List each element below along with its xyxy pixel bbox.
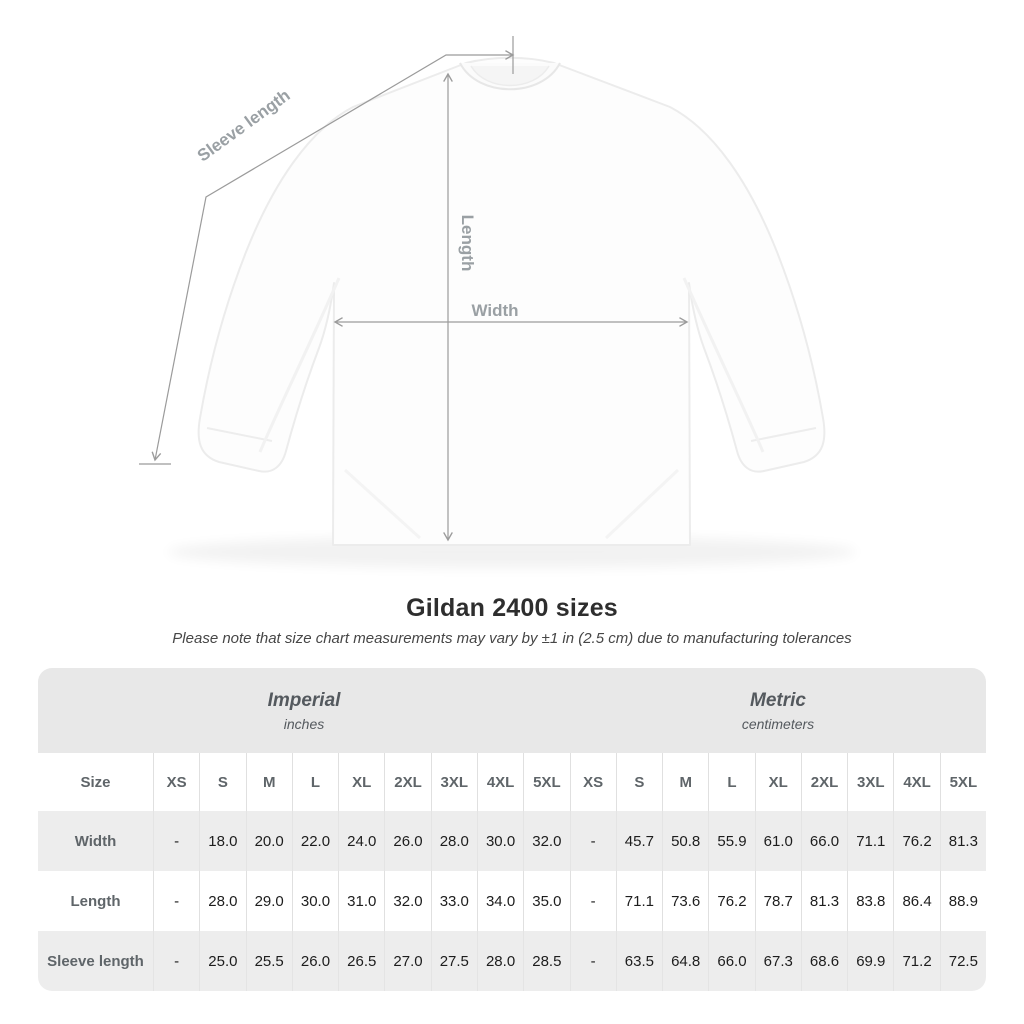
imperial-value-cell: 25.5 — [245, 931, 292, 991]
metric-value-cell: 81.3 — [939, 811, 986, 871]
metric-size-col-header: 4XL — [893, 753, 940, 811]
imperial-size-col-header: XS — [153, 753, 200, 811]
metric-size-col-header: L — [708, 753, 755, 811]
imperial-value-cell: 28.0 — [476, 931, 524, 991]
imperial-size-col-header: 5XL — [523, 753, 570, 811]
imperial-value-cell: 18.0 — [199, 811, 246, 871]
imperial-size-col-header: 3XL — [430, 753, 477, 811]
metric-size-col-header: XS — [569, 753, 616, 811]
metric-value-cell: 76.2 — [893, 811, 940, 871]
metric-size-col-header: 5XL — [939, 753, 986, 811]
imperial-value-cell: 26.0 — [291, 931, 339, 991]
size-table: Imperial inches Metric centimeters Size X… — [38, 668, 986, 991]
imperial-value-cell: 24.0 — [338, 811, 385, 871]
size-table-body: Size XS S M L XL 2XL 3XL 4XL 5XL XS S M L XL 2XL 3XL 4XL 5… — [38, 753, 986, 991]
metric-value-cell: 66.0 — [708, 931, 755, 991]
metric-value-cell: 76.2 — [708, 871, 755, 931]
metric-value-cell: 72.5 — [939, 931, 986, 991]
imperial-value-cell: 28.0 — [430, 811, 477, 871]
metric-value-cell: 73.6 — [662, 871, 709, 931]
shirt-diagram: Sleeve length Length Width — [139, 36, 857, 568]
metric-size-col-header: S — [615, 753, 663, 811]
imperial-value-cell: 20.0 — [245, 811, 292, 871]
metric-value-cell: 67.3 — [754, 931, 801, 991]
imperial-value-cell: - — [153, 931, 200, 991]
metric-value-cell: 88.9 — [939, 871, 986, 931]
imperial-value-cell: 32.0 — [384, 871, 431, 931]
row-label: Sleeve length — [38, 931, 153, 991]
metric-value-cell: 71.1 — [615, 871, 663, 931]
width-label: Width — [471, 301, 518, 320]
imperial-size-col-header: 2XL — [384, 753, 431, 811]
metric-value-cell: 69.9 — [847, 931, 894, 991]
metric-value-cell: 66.0 — [800, 811, 848, 871]
imperial-size-col-header: M — [245, 753, 292, 811]
size-header-cell: Size — [38, 753, 153, 811]
metric-value-cell: 81.3 — [800, 871, 848, 931]
metric-value-cell: 71.2 — [893, 931, 940, 991]
metric-value-cell: 45.7 — [615, 811, 663, 871]
metric-value-cell: 78.7 — [754, 871, 801, 931]
metric-value-cell: - — [569, 871, 616, 931]
metric-unit: centimeters — [741, 715, 815, 732]
imperial-size-col-header: S — [199, 753, 246, 811]
imperial-value-cell: 32.0 — [523, 811, 570, 871]
imperial-value-cell: 28.0 — [199, 871, 246, 931]
length-label: Length — [458, 215, 477, 272]
imperial-value-cell: 30.0 — [476, 811, 524, 871]
imperial-value-cell: 28.5 — [523, 931, 570, 991]
imperial-value-cell: 26.5 — [338, 931, 385, 991]
metric-value-cell: - — [569, 811, 616, 871]
imperial-value-cell: 26.0 — [384, 811, 431, 871]
tolerance-note: Please note that size chart measurements… — [172, 630, 852, 647]
metric-header: Metric centimeters — [570, 668, 986, 753]
imperial-value-cell: 35.0 — [523, 871, 570, 931]
imperial-value-cell: 22.0 — [291, 811, 339, 871]
imperial-value-cell: 27.5 — [430, 931, 477, 991]
metric-value-cell: 71.1 — [847, 811, 894, 871]
imperial-header: Imperial inches — [38, 668, 570, 753]
imperial-value-cell: 27.0 — [384, 931, 431, 991]
row-label: Width — [38, 811, 153, 871]
imperial-title: Imperial — [267, 689, 341, 711]
unit-header-band: Imperial inches Metric centimeters — [38, 668, 986, 753]
imperial-value-cell: 25.0 — [199, 931, 246, 991]
imperial-value-cell: 33.0 — [430, 871, 477, 931]
imperial-size-col-header: XL — [338, 753, 385, 811]
imperial-size-col-header: 4XL — [476, 753, 524, 811]
metric-size-col-header: 3XL — [847, 753, 894, 811]
metric-value-cell: 55.9 — [708, 811, 755, 871]
page-title: Gildan 2400 sizes — [406, 594, 618, 622]
imperial-value-cell: - — [153, 871, 200, 931]
metric-value-cell: 83.8 — [847, 871, 894, 931]
metric-size-col-header: XL — [754, 753, 801, 811]
row-label: Length — [38, 871, 153, 931]
metric-value-cell: 64.8 — [662, 931, 709, 991]
imperial-unit: inches — [283, 715, 325, 732]
imperial-value-cell: 31.0 — [338, 871, 385, 931]
metric-value-cell: - — [569, 931, 616, 991]
metric-value-cell: 86.4 — [893, 871, 940, 931]
metric-value-cell: 50.8 — [662, 811, 709, 871]
imperial-size-col-header: L — [291, 753, 339, 811]
imperial-value-cell: - — [153, 811, 200, 871]
metric-value-cell: 63.5 — [615, 931, 663, 991]
sleeve-measure-line — [139, 36, 515, 465]
metric-title: Metric — [750, 689, 806, 711]
metric-value-cell: 61.0 — [754, 811, 801, 871]
imperial-value-cell: 34.0 — [476, 871, 524, 931]
metric-size-col-header: M — [662, 753, 709, 811]
metric-size-col-header: 2XL — [800, 753, 848, 811]
imperial-value-cell: 30.0 — [291, 871, 339, 931]
imperial-value-cell: 29.0 — [245, 871, 292, 931]
metric-value-cell: 68.6 — [800, 931, 848, 991]
